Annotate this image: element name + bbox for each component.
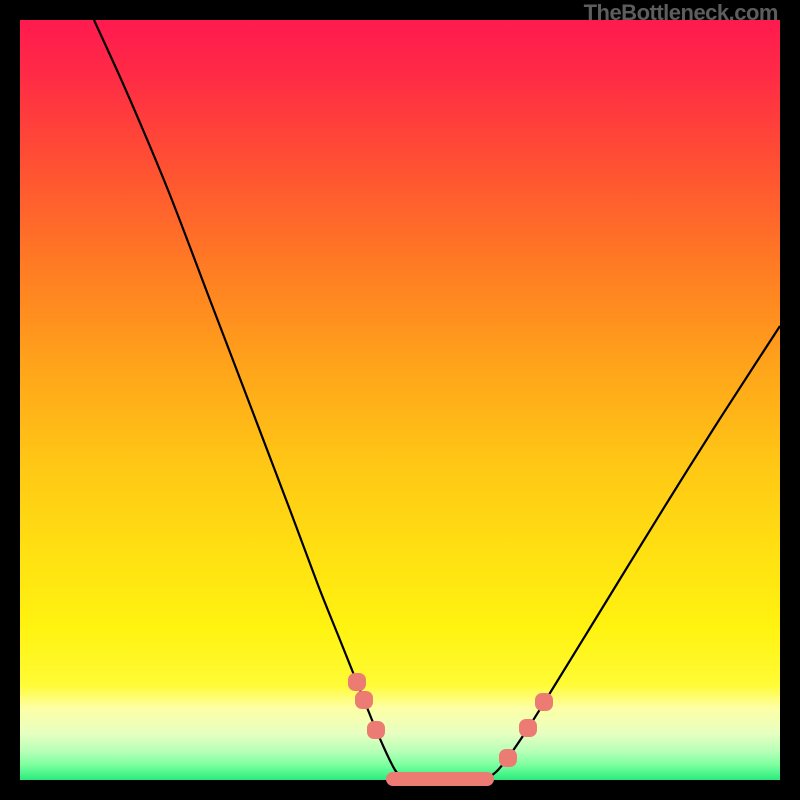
curve-marker-bar: [386, 772, 494, 786]
curve-marker-dot: [367, 721, 385, 739]
chart-svg-overlay: [0, 0, 800, 800]
curve-marker-dot: [499, 749, 517, 767]
curve-marker-dot: [355, 691, 373, 709]
curve-marker-dot: [535, 693, 553, 711]
curve-marker-dot: [519, 719, 537, 737]
bottleneck-curve-left: [94, 20, 403, 779]
curve-marker-dot: [348, 673, 366, 691]
bottleneck-curve-right: [487, 326, 780, 779]
